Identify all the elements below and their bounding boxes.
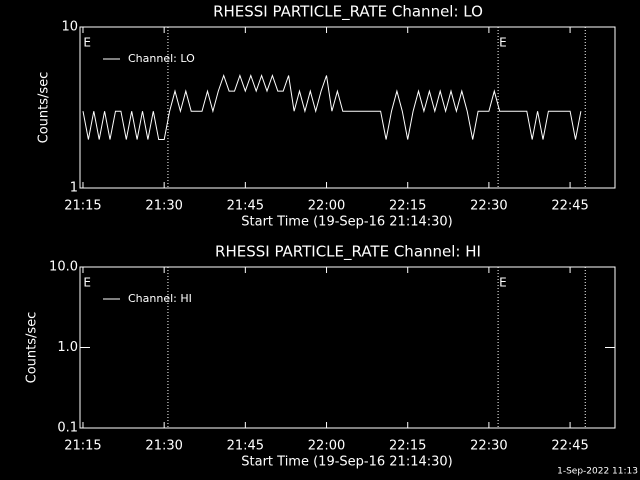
x-tick-label: 21:15 [64,199,101,214]
y-tick-label: 1.0 [57,340,78,355]
x-tick-label: 22:45 [551,199,588,214]
y-tick-label: 10 [61,20,78,35]
y-axis-label: Counts/sec [25,312,40,384]
x-tick-label: 21:45 [227,199,264,214]
y-tick-label: 10.0 [49,260,78,275]
footer: 1-Sep-2022 11:13 [557,467,638,477]
event-label: E [499,36,507,50]
legend-label: Channel: LO [128,52,195,65]
x-tick-label: 21:30 [145,199,182,214]
x-tick-label: 22:00 [308,199,345,214]
x-axis-label: Start Time (19-Sep-16 21:14:30) [241,215,452,230]
event-label: E [499,276,507,290]
x-tick-label: 21:45 [227,439,264,454]
x-axis-label: Start Time (19-Sep-16 21:14:30) [241,455,452,470]
y-tick-label: 1 [70,181,78,196]
x-tick-label: 22:15 [389,439,426,454]
y-axis-label: Counts/sec [37,72,52,144]
x-tick-label: 21:30 [145,439,182,454]
plot-frame [79,26,616,189]
chart-title: RHESSI PARTICLE_RATE Channel: LO [213,3,483,22]
y-tick-label: 0.1 [57,421,78,436]
x-tick-label: 22:30 [470,199,507,214]
event-label: E [83,36,91,50]
x-tick-label: 22:45 [551,439,588,454]
data-line [82,73,582,140]
x-tick-label: 22:00 [308,439,345,454]
event-label: E [83,276,91,290]
x-tick-label: 21:15 [64,439,101,454]
legend-label: Channel: HI [128,292,192,305]
x-tick-label: 22:30 [470,439,507,454]
x-tick-label: 22:15 [389,199,426,214]
chart-title: RHESSI PARTICLE_RATE Channel: HI [215,243,481,262]
